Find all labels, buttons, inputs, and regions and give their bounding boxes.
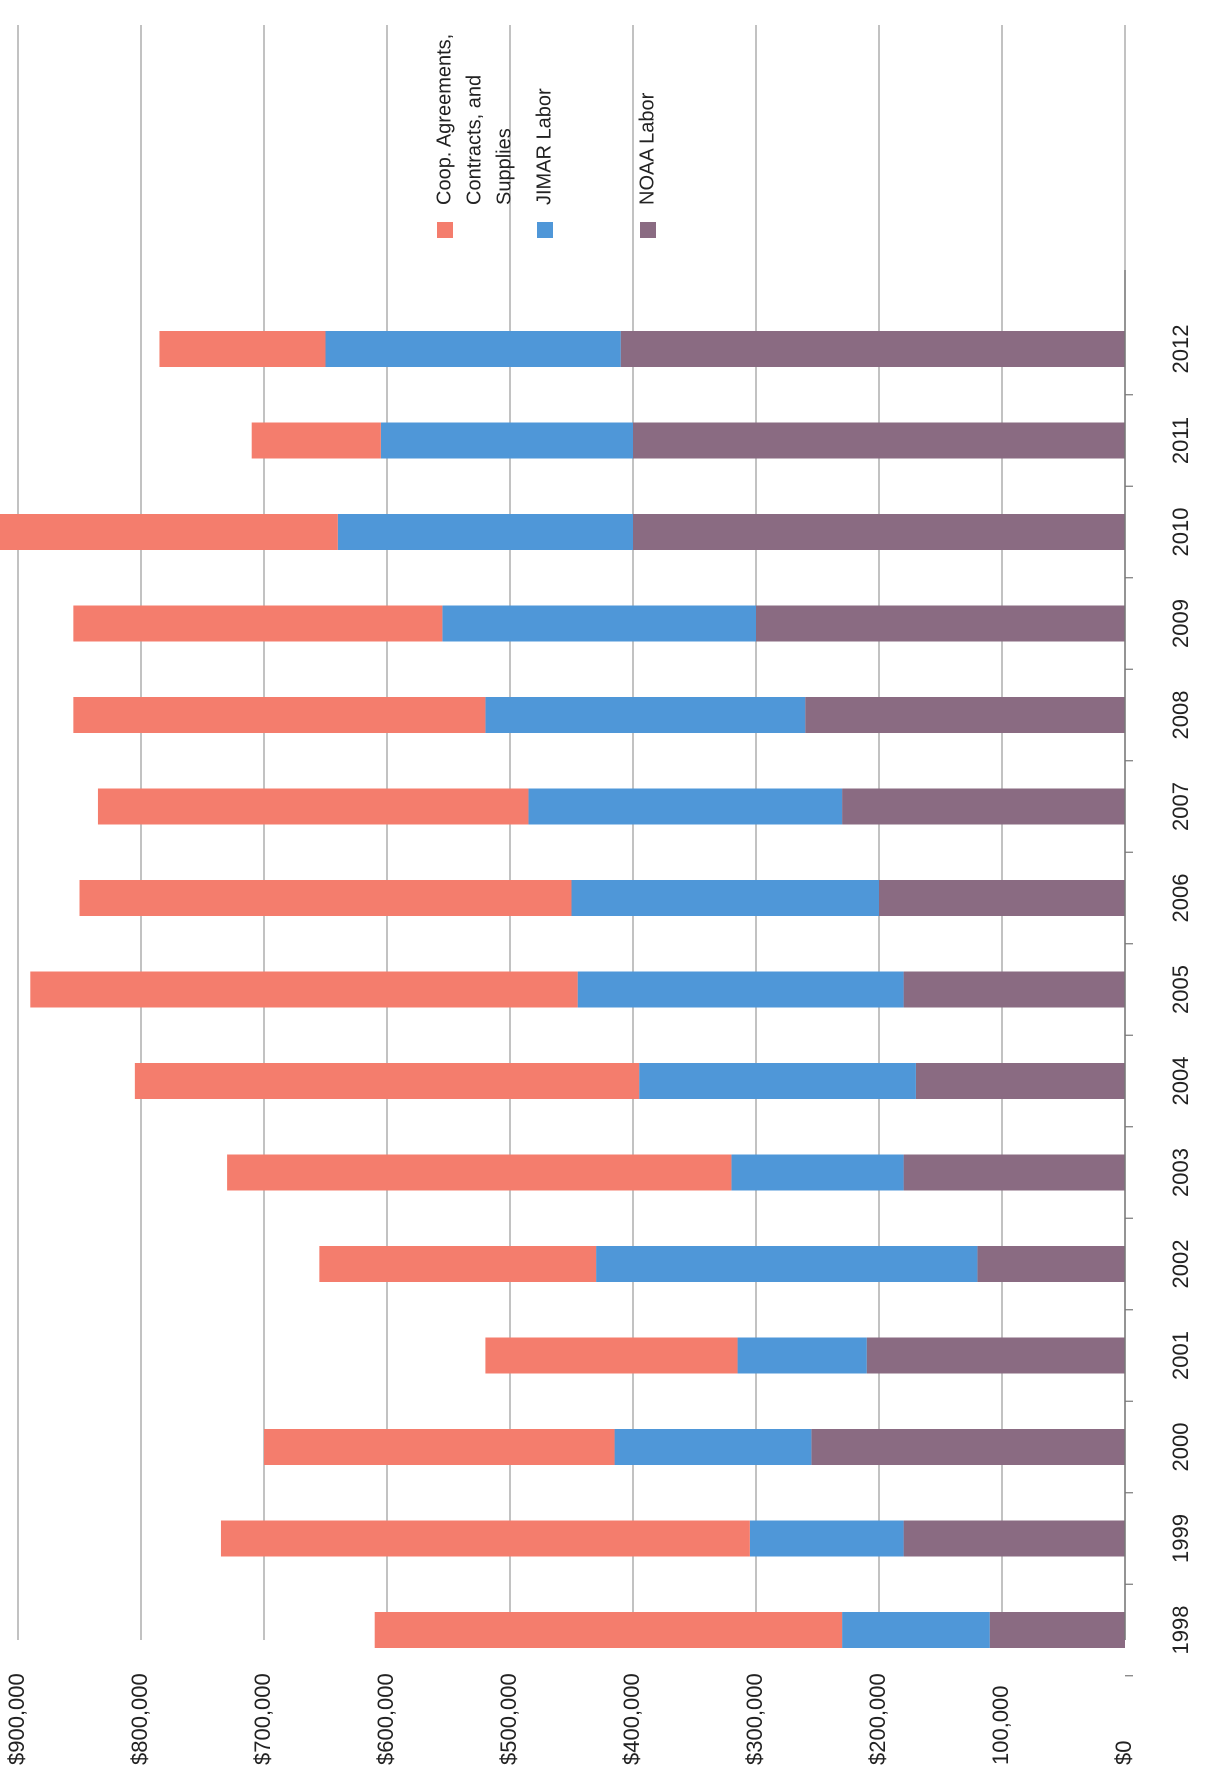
category-label: 2001 <box>1168 1331 1193 1380</box>
bar-segment <box>227 1154 732 1191</box>
bar-segment <box>577 971 904 1008</box>
category-label: 1998 <box>1168 1606 1193 1655</box>
category-label: 2005 <box>1168 965 1193 1014</box>
bar-segment <box>977 1246 1125 1282</box>
category-label: 2012 <box>1168 325 1193 374</box>
legend-label: JIMAR Labor <box>533 88 555 205</box>
value-tick-label: $400,000 <box>619 1673 644 1765</box>
bar-segment <box>485 1337 738 1374</box>
bar-segment <box>30 971 578 1008</box>
bar-segment <box>614 1429 812 1465</box>
category-label: 2011 <box>1168 417 1193 464</box>
bar-segment <box>639 1063 916 1099</box>
bar-segment <box>805 697 1125 733</box>
value-tick-label: 100,000 <box>988 1685 1013 1765</box>
category-label: 2006 <box>1168 874 1193 923</box>
bar-segment <box>915 1063 1125 1099</box>
legend-label: Supplies <box>493 128 515 205</box>
bar-segment <box>264 1429 615 1465</box>
value-tick-label: $300,000 <box>742 1673 767 1765</box>
bar-segment <box>737 1337 867 1374</box>
legend: Coop. Agreements, Contracts, and Supplies J… <box>433 34 658 238</box>
bar-segment <box>633 422 1125 459</box>
value-tick-label: $0 <box>1111 1741 1136 1765</box>
bar-segment <box>380 422 633 459</box>
bar-segment <box>842 788 1125 825</box>
value-tick-label: $600,000 <box>373 1673 398 1765</box>
gridlines <box>17 25 1126 1640</box>
value-tick-label: $200,000 <box>865 1673 890 1765</box>
bar-segment <box>842 1612 990 1648</box>
bar-segment <box>879 880 1125 916</box>
bar-segment <box>159 331 326 367</box>
bar-segment <box>325 331 621 367</box>
legend-label: Contracts, and <box>463 75 485 205</box>
bar-segment <box>337 514 633 550</box>
axis: $0 100,000 $200,000 $300,000 $400,000 $500,00… <box>4 270 1193 1765</box>
bar-segment <box>97 788 529 825</box>
bar-segment <box>528 788 843 825</box>
bar-segment <box>633 514 1125 550</box>
value-tick-label: $800,000 <box>127 1673 152 1765</box>
bar-segment <box>134 1063 640 1099</box>
bar-segment <box>903 971 1125 1008</box>
bar-segment <box>989 1612 1125 1648</box>
category-label: 2003 <box>1168 1148 1193 1197</box>
bar-segment <box>73 697 486 733</box>
value-tick-label: $900,000 <box>4 1673 29 1765</box>
legend-swatch <box>437 222 453 238</box>
category-label: 2008 <box>1168 691 1193 740</box>
bar-segment <box>374 1612 843 1648</box>
category-label: 2002 <box>1168 1240 1193 1289</box>
category-label: 2007 <box>1168 782 1193 831</box>
category-label: 2000 <box>1168 1423 1193 1472</box>
value-tick-label: $500,000 <box>496 1673 521 1765</box>
bar-segment <box>0 514 338 550</box>
bars <box>0 331 1125 1648</box>
value-tick-label: $700,000 <box>250 1673 275 1765</box>
bar-segment <box>903 1154 1125 1191</box>
bar-segment <box>79 880 572 916</box>
bar-segment <box>220 1520 750 1557</box>
bar-segment <box>73 605 443 642</box>
legend-label: NOAA Labor <box>636 92 658 205</box>
bar-segment <box>811 1429 1125 1465</box>
bar-segment <box>596 1246 978 1282</box>
bar-segment <box>251 422 381 459</box>
bar-segment <box>749 1520 904 1557</box>
bar-segment <box>485 697 806 733</box>
legend-swatch <box>537 222 553 238</box>
category-label: 2009 <box>1168 599 1193 648</box>
bar-segment <box>903 1520 1125 1557</box>
category-label: 2004 <box>1168 1057 1193 1106</box>
category-label: 1999 <box>1168 1514 1193 1563</box>
bar-segment <box>620 331 1125 367</box>
bar-segment <box>756 605 1125 642</box>
bar-segment <box>571 880 879 916</box>
bar-segment <box>731 1154 904 1191</box>
bar-segment <box>866 1337 1125 1374</box>
bar-segment <box>319 1246 597 1282</box>
legend-swatch <box>640 222 656 238</box>
legend-label: Coop. Agreements, <box>433 34 455 205</box>
category-label: 2010 <box>1168 508 1193 557</box>
bar-segment <box>442 605 756 642</box>
